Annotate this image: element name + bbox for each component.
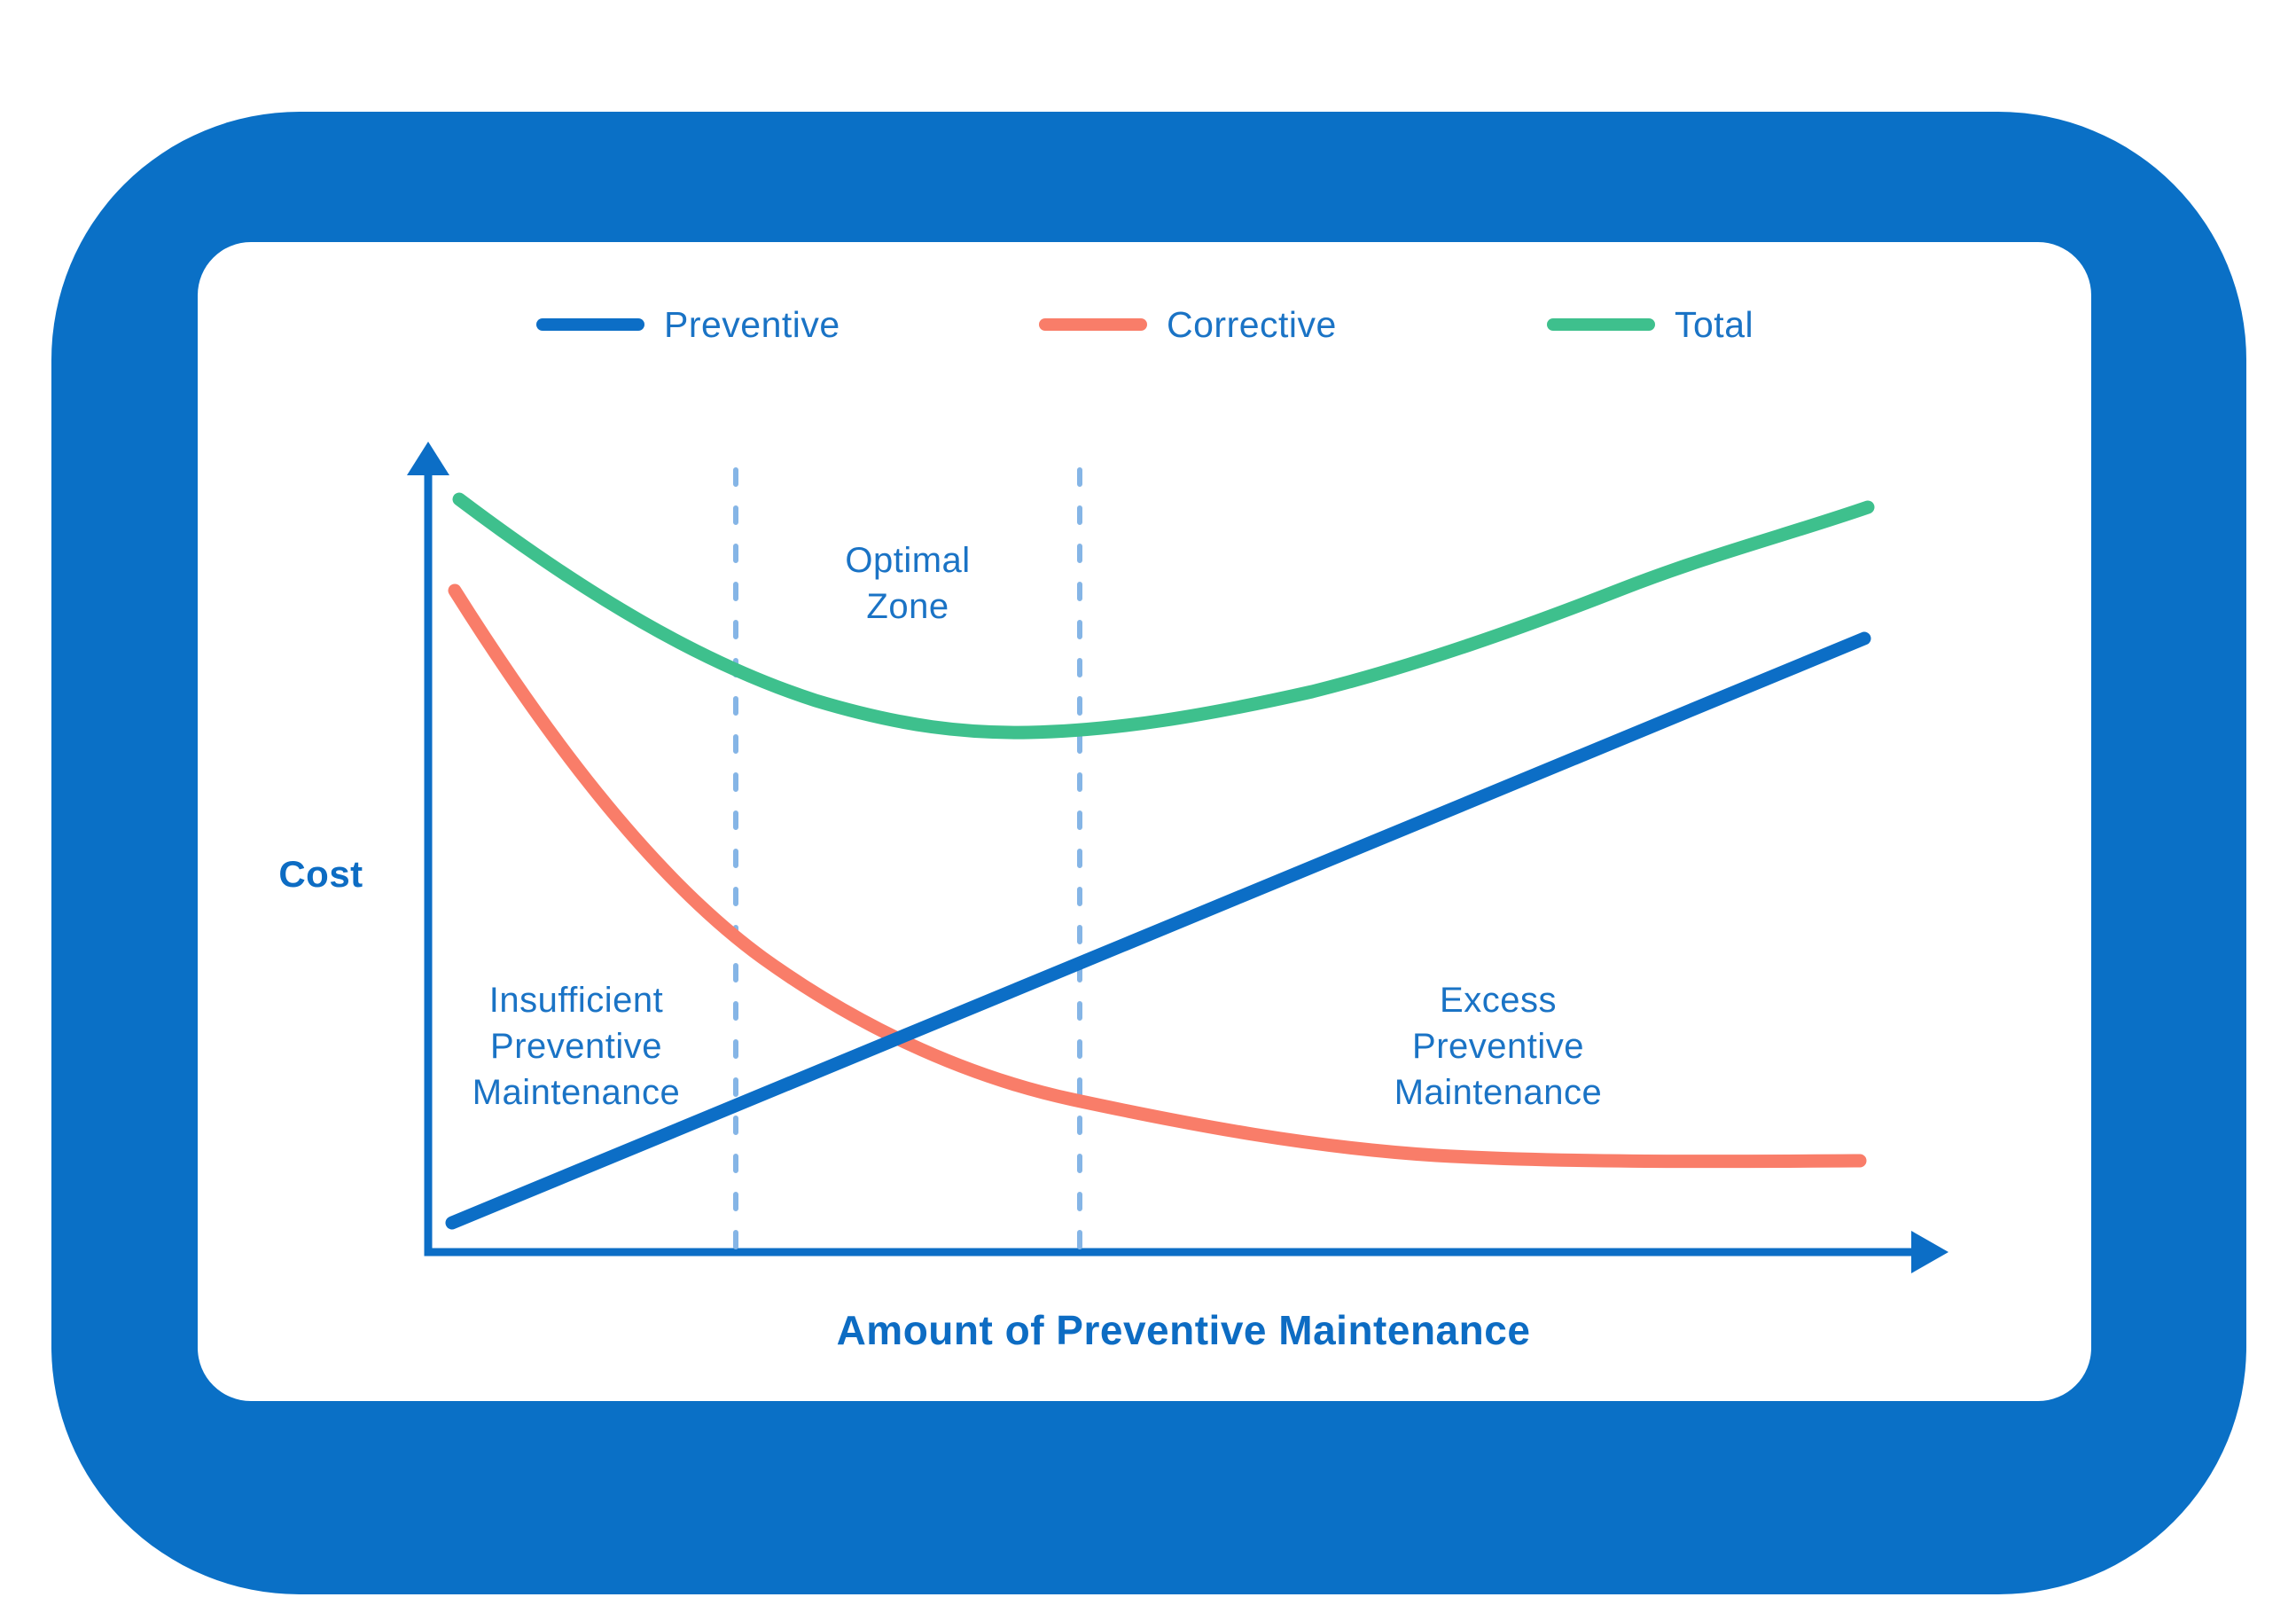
corrective-curve (448, 583, 1867, 1169)
legend-label-preventive: Preventive (664, 303, 840, 345)
preventive-line-swatch-icon (536, 318, 644, 331)
corrective-line-swatch-icon (1039, 318, 1147, 331)
legend-label-corrective: Corrective (1167, 303, 1337, 345)
legend-item-preventive: Preventive (536, 301, 840, 348)
legend-item-corrective: Corrective (1039, 301, 1337, 348)
insufficient-zone-label: Insufficient Preventive Maintenance (472, 981, 681, 1112)
total-line-swatch-icon (1547, 318, 1655, 331)
chart-card (198, 242, 2091, 1401)
total-curve (452, 492, 1875, 740)
excess-zone-label: Excess Preventive Maintenance (1394, 981, 1603, 1112)
y-axis-title: Cost (278, 853, 363, 895)
legend-label-total: Total (1675, 303, 1754, 345)
x-axis-arrow-icon (1911, 1231, 1948, 1273)
x-axis-title: Amount of Preventive Maintenance (836, 1307, 1531, 1353)
preventive-curve (445, 631, 1871, 1230)
axes-lines (424, 474, 1913, 1257)
legend-item-total: Total (1547, 301, 1753, 348)
y-axis-arrow-icon (407, 442, 449, 475)
optimal-zone-label: Optimal Zone (845, 541, 971, 626)
